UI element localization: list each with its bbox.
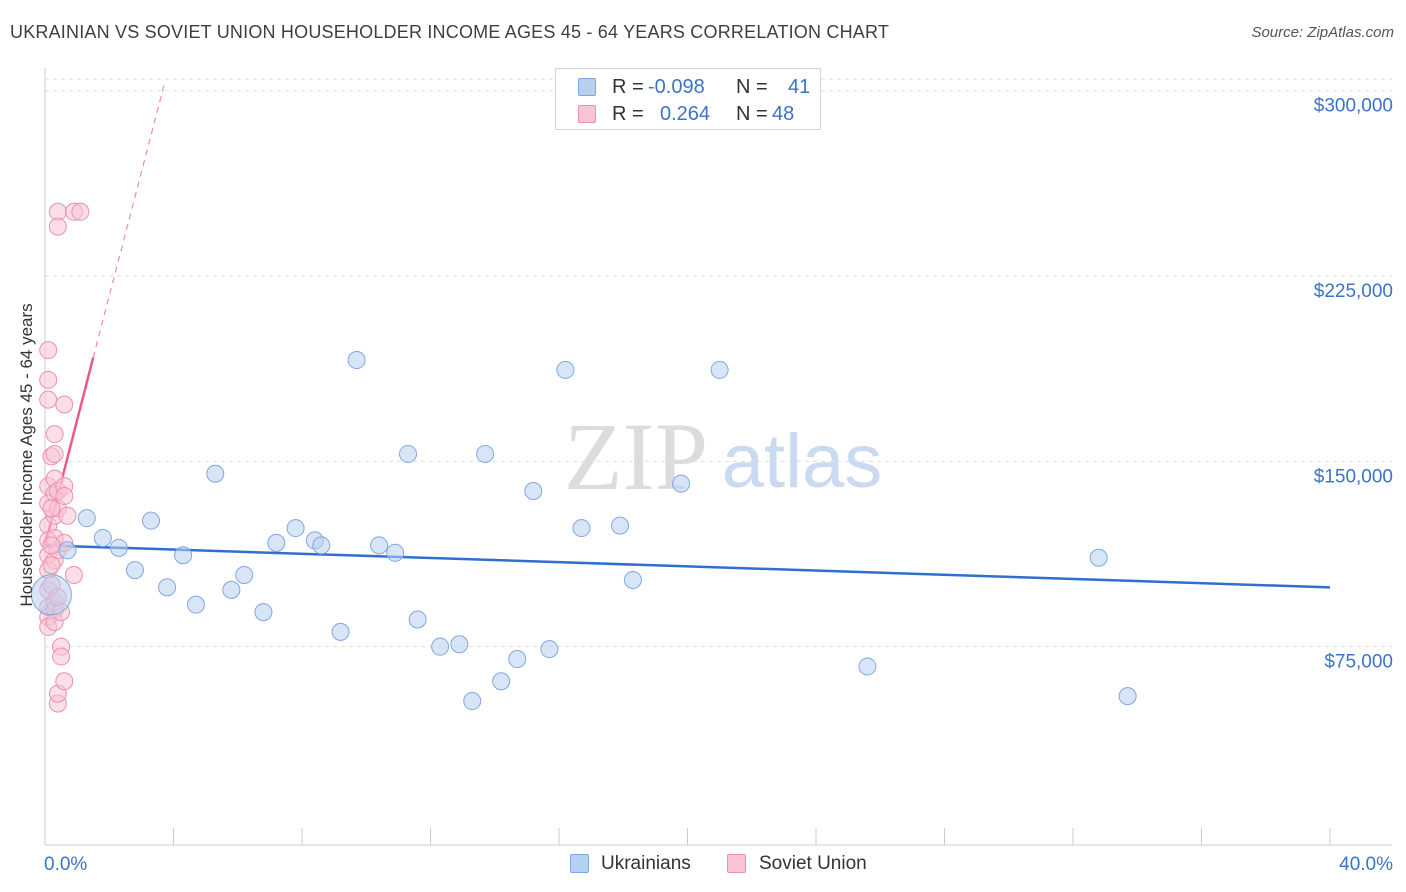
ukrainian-point (556, 360, 575, 379)
legend-label: Ukrainians (601, 853, 691, 874)
soviet-union-point (55, 672, 74, 691)
ukrainian-point (508, 650, 527, 669)
chart-title: UKRAINIAN VS SOVIET UNION HOUSEHOLDER IN… (10, 22, 890, 42)
ukrainian-point (492, 672, 511, 691)
stats-row-soviet-union: R = 0.264 N = 48 (556, 101, 820, 127)
n-value: 48 (772, 103, 795, 125)
ukrainian-point (286, 519, 305, 538)
r-label: R = (612, 103, 644, 125)
ukrainian-point (572, 519, 591, 538)
ukrainian-point (370, 536, 389, 555)
ukrainian-point (222, 580, 241, 599)
legend-item-ukrainians[interactable]: Ukrainians (570, 852, 710, 876)
pink-swatch-icon (578, 105, 596, 123)
y-axis-label: Householder Income Ages 45 - 64 years (17, 303, 36, 607)
ukrainian-point (312, 536, 331, 555)
tick-labels: $75,000 $150,000 $225,000 $300,000 0.0% 40.0% (44, 96, 1393, 875)
x-tick-label-max: 40.0% (1339, 854, 1393, 875)
soviet-union-point (58, 506, 77, 525)
soviet-union-point (42, 556, 61, 575)
ukrainian-point (476, 444, 495, 463)
ukrainian-point (347, 351, 366, 370)
n-value: 41 (788, 76, 811, 98)
r-value: -0.098 (648, 76, 705, 98)
soviet-union-point (45, 444, 64, 463)
ukrainian-point (267, 533, 286, 552)
soviet-union-trend-extension (92, 85, 165, 358)
ukrainian-point (1089, 548, 1108, 567)
soviet-union-point (45, 425, 64, 444)
data-points (30, 202, 1137, 713)
ukrainian-point (254, 603, 273, 622)
soviet-union-point (55, 486, 74, 505)
r-value: 0.264 (660, 103, 711, 125)
soviet-union-point (64, 566, 83, 585)
ukrainian-point (77, 509, 96, 528)
ukrainian-point (186, 595, 205, 614)
ukrainian-point (235, 566, 254, 585)
n-label: N = (736, 103, 768, 125)
blue-swatch-icon (578, 78, 596, 96)
ukrainian-point (109, 538, 128, 557)
y-tick-label: $75,000 (1324, 652, 1393, 673)
ukrainians-trend-line (44, 544, 1331, 589)
ukrainian-point (710, 360, 729, 379)
legend-label: Soviet Union (759, 853, 867, 874)
ukrainian-point (623, 570, 642, 589)
ukrainian-point (386, 543, 405, 562)
stats-row-ukrainians: R = -0.098 N = 41 (556, 74, 820, 100)
watermark-atlas: atlas (722, 419, 883, 504)
stats-box: R = -0.098 N = 41 R = 0.264 N = 48 (555, 68, 821, 130)
y-tick-label: $225,000 (1314, 281, 1393, 302)
ukrainian-point (540, 640, 559, 659)
pink-swatch-icon (727, 854, 746, 873)
r-label: R = (612, 76, 644, 98)
ukrainian-point (174, 546, 193, 565)
ukrainian-point (450, 635, 469, 654)
soviet-union-point (39, 390, 58, 409)
ukrainian-point (431, 637, 450, 656)
blue-swatch-icon (570, 854, 589, 873)
ukrainian-point (142, 511, 161, 530)
soviet-union-point (52, 647, 71, 666)
ukrainian-point (858, 657, 877, 676)
ukrainian-point (1118, 687, 1137, 706)
legend-item-soviet-union[interactable]: Soviet Union (727, 852, 877, 876)
y-tick-label: $300,000 (1314, 96, 1393, 117)
trend-lines (43, 85, 1331, 589)
soviet-union-point (42, 536, 61, 555)
ukrainian-point (30, 574, 72, 616)
chart-source: Source: ZipAtlas.com (1251, 24, 1394, 41)
ukrainian-point (93, 528, 112, 547)
soviet-union-point (42, 499, 61, 518)
ukrainian-point (58, 541, 77, 560)
y-tick-label: $150,000 (1314, 466, 1393, 487)
ukrainian-point (125, 561, 144, 580)
ukrainian-point (672, 474, 691, 493)
n-label: N = (736, 76, 768, 98)
soviet-union-point (55, 395, 74, 414)
ukrainian-point (524, 482, 543, 501)
ukrainian-point (408, 610, 427, 629)
ukrainian-point (399, 444, 418, 463)
ukrainian-point (331, 622, 350, 641)
watermark-zip: ZIP (564, 403, 708, 510)
soviet-union-point (48, 217, 67, 236)
axes (44, 68, 1392, 846)
soviet-union-point (39, 370, 58, 389)
ukrainian-point (158, 578, 177, 597)
x-tick-label-min: 0.0% (44, 854, 87, 875)
ukrainian-point (463, 692, 482, 711)
ukrainian-point (611, 516, 630, 535)
soviet-union-point (39, 341, 58, 360)
ukrainian-point (206, 464, 225, 483)
soviet-union-point (71, 202, 90, 221)
